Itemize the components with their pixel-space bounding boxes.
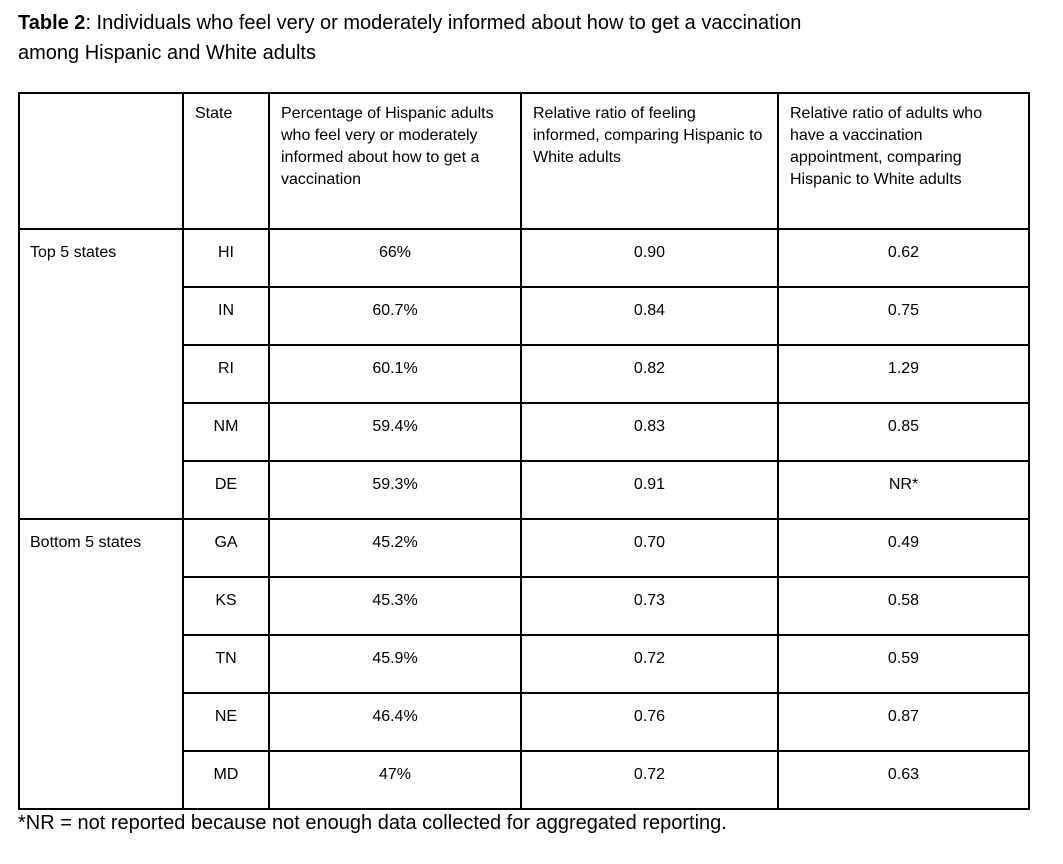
- state-cell: TN: [182, 634, 270, 694]
- percentage-cell: 59.3%: [268, 460, 522, 520]
- table-row: DE 59.3% 0.91 NR*: [19, 460, 1030, 520]
- state-cell: NM: [182, 402, 270, 462]
- table-row: NE 46.4% 0.76 0.87: [19, 692, 1030, 752]
- percentage-cell: 45.2%: [268, 518, 522, 578]
- state-cell: NE: [182, 692, 270, 752]
- percentage-cell: 60.7%: [268, 286, 522, 346]
- group-label-top5: Top 5 states: [18, 228, 184, 520]
- table-row: Bottom 5 states GA 45.2% 0.70 0.49: [18, 518, 1030, 810]
- ratio-appointment-cell: 0.58: [777, 576, 1030, 636]
- ratio-appointment-cell: NR*: [777, 460, 1030, 520]
- header-row: State Percentage of Hispanic adults who …: [18, 92, 1030, 230]
- state-cell: DE: [182, 460, 270, 520]
- col-header-group: [18, 92, 184, 230]
- ratio-appointment-cell: 0.49: [777, 518, 1030, 578]
- percentage-cell: 60.1%: [268, 344, 522, 404]
- table-number-label: Table 2: [18, 12, 86, 34]
- title-caption: : Individuals who feel very or moderatel…: [85, 12, 802, 34]
- ratio-informed-cell: 0.82: [520, 344, 779, 404]
- state-cell: RI: [182, 344, 270, 404]
- ratio-informed-cell: 0.91: [520, 460, 779, 520]
- state-cell: KS: [182, 576, 270, 636]
- percentage-cell: 46.4%: [268, 692, 522, 752]
- table-row: KS 45.3% 0.73 0.58: [19, 576, 1030, 636]
- percentage-cell: 66%: [268, 228, 522, 288]
- group-label-bottom5: Bottom 5 states: [18, 518, 184, 810]
- table-row: Top 5 states HI 66% 0.90 0.62: [18, 228, 1030, 520]
- ratio-appointment-cell: 0.62: [777, 228, 1030, 288]
- ratio-appointment-cell: 1.29: [777, 344, 1030, 404]
- data-table: State Percentage of Hispanic adults who …: [18, 92, 1030, 810]
- percentage-cell: 59.4%: [268, 402, 522, 462]
- table-row: TN 45.9% 0.72 0.59: [19, 634, 1030, 694]
- ratio-informed-cell: 0.76: [520, 692, 779, 752]
- title-line-1: Table 2: Individuals who feel very or mo…: [18, 12, 801, 34]
- percentage-cell: 45.9%: [268, 634, 522, 694]
- table-row: NM 59.4% 0.83 0.85: [19, 402, 1030, 462]
- state-cell: IN: [182, 286, 270, 346]
- ratio-appointment-cell: 0.63: [777, 750, 1030, 810]
- ratio-appointment-cell: 0.59: [777, 634, 1030, 694]
- ratio-informed-cell: 0.70: [520, 518, 779, 578]
- table-row: MD 47% 0.72 0.63: [19, 750, 1030, 810]
- ratio-appointment-cell: 0.87: [777, 692, 1030, 752]
- state-cell: MD: [182, 750, 270, 810]
- ratio-appointment-cell: 0.85: [777, 402, 1030, 462]
- state-cell: HI: [182, 228, 270, 288]
- percentage-cell: 47%: [268, 750, 522, 810]
- ratio-informed-cell: 0.84: [520, 286, 779, 346]
- col-header-ratio-appointment: Relative ratio of adults who have a vacc…: [777, 92, 1030, 230]
- percentage-cell: 45.3%: [268, 576, 522, 636]
- col-header-state: State: [182, 92, 270, 230]
- ratio-informed-cell: 0.90: [520, 228, 779, 288]
- page-title: Table 2: Individuals who feel very or mo…: [18, 8, 801, 68]
- state-cell: GA: [182, 518, 270, 578]
- table-row: IN 60.7% 0.84 0.75: [19, 286, 1030, 346]
- footnote: *NR = not reported because not enough da…: [18, 812, 727, 834]
- ratio-informed-cell: 0.83: [520, 402, 779, 462]
- col-header-ratio-informed: Relative ratio of feeling informed, comp…: [520, 92, 779, 230]
- ratio-appointment-cell: 0.75: [777, 286, 1030, 346]
- ratio-informed-cell: 0.72: [520, 750, 779, 810]
- ratio-informed-cell: 0.72: [520, 634, 779, 694]
- title-line-2: among Hispanic and White adults: [18, 42, 316, 64]
- col-header-percentage: Percentage of Hispanic adults who feel v…: [268, 92, 522, 230]
- ratio-informed-cell: 0.73: [520, 576, 779, 636]
- table-row: RI 60.1% 0.82 1.29: [19, 344, 1030, 404]
